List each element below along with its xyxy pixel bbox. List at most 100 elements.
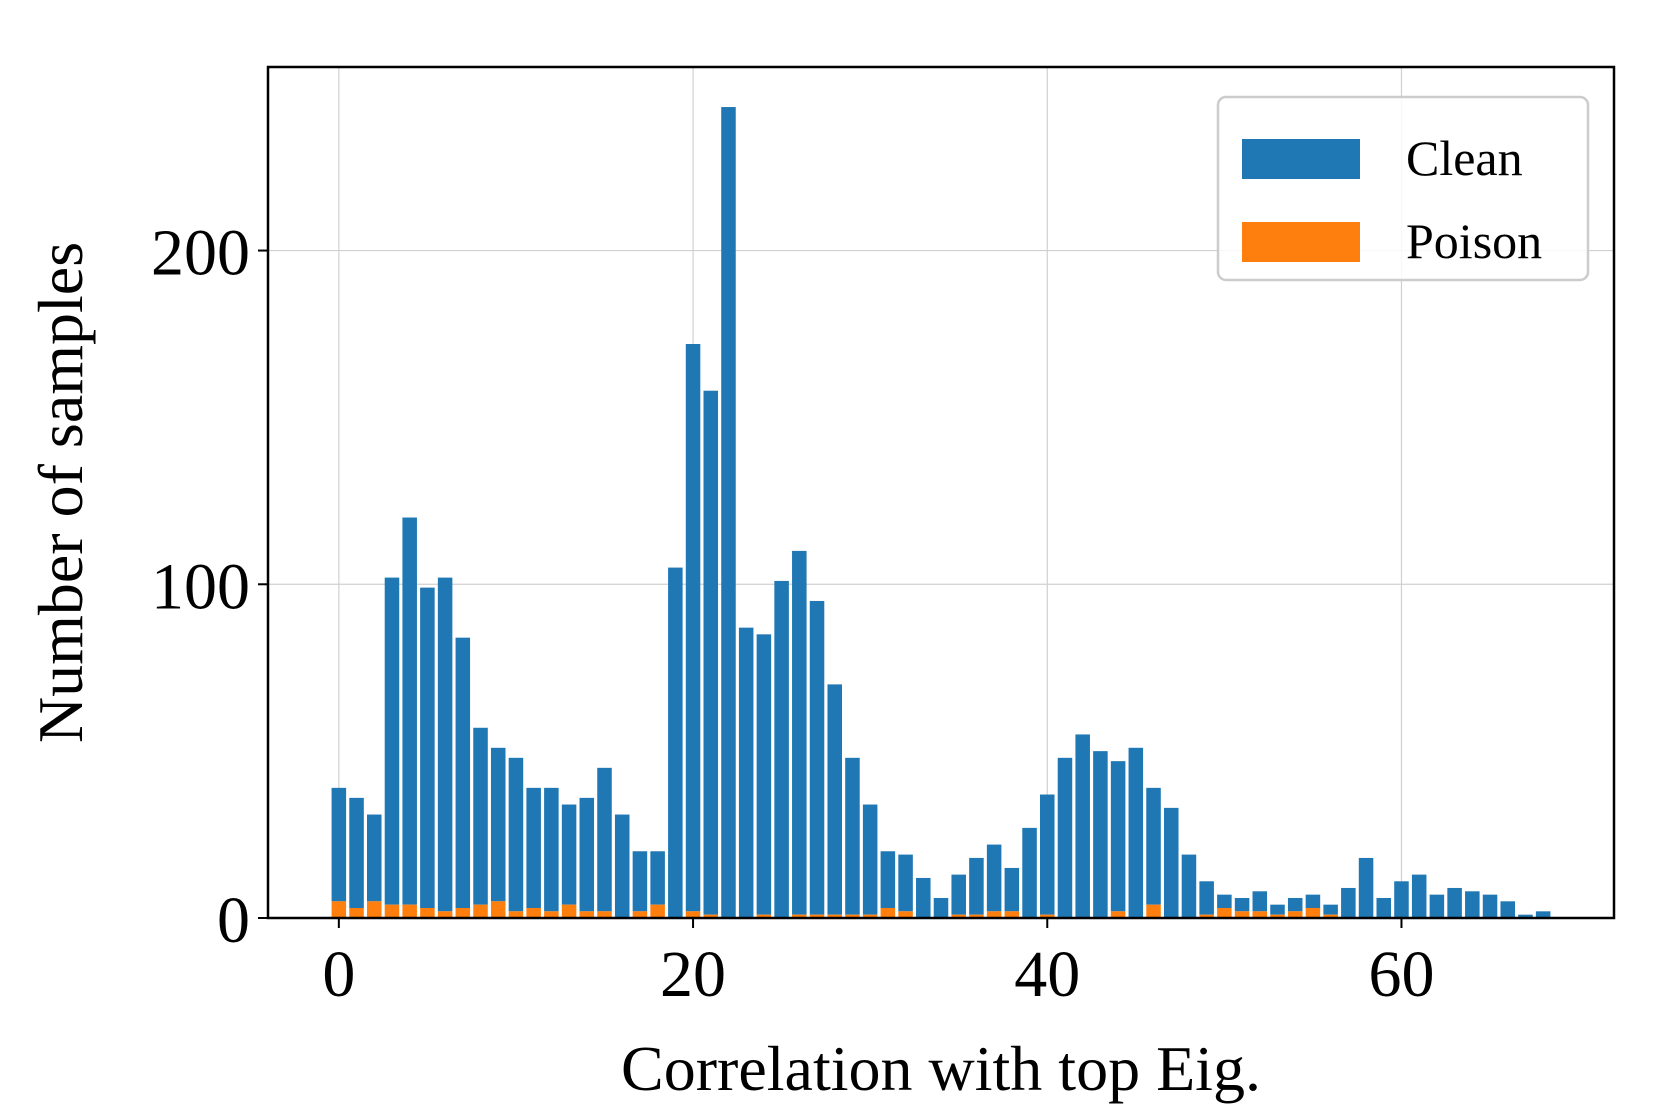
axis-ticks: 0 20 40 60 0 100 200 [151, 217, 1434, 1011]
bar-poison [1270, 914, 1285, 918]
bar-poison [969, 914, 984, 918]
bar-clean [1093, 751, 1108, 918]
bar-clean [1163, 807, 1179, 918]
bar-poison [1110, 911, 1126, 918]
bar-clean [809, 600, 825, 915]
bar-clean [756, 634, 772, 915]
bar-poison [597, 911, 612, 918]
bar-clean [1500, 901, 1515, 918]
bar-poison [331, 901, 347, 918]
bar-clean [1341, 887, 1356, 918]
bar-clean [1075, 734, 1090, 918]
bar-clean [1305, 894, 1321, 908]
bar-clean [916, 877, 931, 918]
bar-clean [384, 577, 400, 905]
bar-clean [1110, 761, 1126, 912]
bar-poison [1217, 907, 1232, 918]
bar-poison [898, 911, 913, 918]
bar-clean [526, 787, 541, 908]
bar-poison [632, 911, 648, 918]
bar-clean [792, 550, 807, 915]
bar-clean [1482, 894, 1498, 918]
y-tick-label: 0 [217, 884, 250, 957]
bars-group [331, 107, 1551, 918]
bar-clean [1518, 914, 1533, 918]
bar-poison [1040, 914, 1055, 918]
bar-clean [986, 844, 1002, 912]
bar-clean [1217, 894, 1232, 908]
bar-poison [384, 904, 400, 918]
bar-clean [845, 757, 860, 915]
bar-clean [1411, 874, 1427, 918]
bar-poison [1305, 907, 1321, 918]
y-tick-label: 200 [151, 217, 250, 290]
bar-clean [579, 797, 595, 912]
bar-clean [1128, 747, 1144, 918]
legend-label-poison: Poison [1406, 213, 1542, 269]
bar-poison [420, 907, 435, 918]
bar-poison [1234, 911, 1250, 918]
bar-clean [862, 804, 878, 915]
bar-clean [668, 567, 683, 918]
bar-poison [756, 914, 772, 918]
bar-clean [1358, 857, 1374, 918]
x-tick-label: 20 [660, 938, 726, 1011]
bar-clean [685, 343, 701, 912]
bar-clean [490, 747, 506, 902]
legend: Clean Poison [1216, 95, 1590, 282]
bar-clean [1535, 911, 1551, 918]
bar-poison [367, 901, 382, 918]
bar-clean [420, 587, 435, 908]
bar-poison [1287, 911, 1303, 918]
bar-clean [1004, 867, 1020, 912]
x-tick-label: 0 [322, 938, 355, 1011]
bar-clean [933, 897, 949, 918]
bar-clean [349, 797, 364, 908]
bar-clean [1040, 794, 1055, 915]
bar-clean [898, 854, 913, 912]
bar-clean [1394, 881, 1409, 918]
bar-poison [402, 904, 417, 918]
bar-poison [845, 914, 860, 918]
bar-poison [685, 911, 701, 918]
bar-poison [579, 911, 595, 918]
bar-poison [1004, 911, 1020, 918]
x-axis-title: Correlation with top Eig. [621, 1033, 1261, 1104]
bar-poison [951, 914, 966, 918]
bar-clean [650, 851, 665, 905]
bar-clean [1287, 897, 1303, 912]
bar-clean [1199, 881, 1214, 915]
bar-clean [1057, 757, 1073, 918]
bar-clean [1022, 827, 1037, 918]
plot-frame [266, 65, 1616, 920]
bar-clean [455, 637, 471, 908]
bar-poison [809, 914, 825, 918]
bar-clean [331, 787, 347, 902]
legend-swatch-clean [1242, 139, 1360, 179]
bar-poison [437, 911, 453, 918]
bar-clean [614, 814, 630, 918]
bar-clean [703, 390, 719, 915]
bar-poison [490, 901, 506, 918]
bar-clean [473, 727, 488, 905]
bar-clean [1270, 904, 1285, 915]
bar-clean [880, 851, 896, 908]
bar-poison [1199, 914, 1214, 918]
bar-poison [1323, 914, 1338, 918]
bar-clean [632, 851, 648, 912]
bar-clean [1323, 904, 1338, 915]
bar-clean [402, 517, 417, 905]
y-tick-label: 100 [151, 550, 250, 623]
bar-clean [1234, 897, 1250, 912]
bar-poison [544, 911, 559, 918]
bar-clean [951, 874, 966, 915]
bar-clean [597, 767, 612, 912]
bar-clean [437, 577, 453, 912]
bar-poison [862, 914, 878, 918]
bar-poison [455, 907, 471, 918]
bar-poison [526, 907, 541, 918]
bar-clean [1146, 787, 1161, 905]
x-tick-label: 40 [1014, 938, 1080, 1011]
bar-clean [544, 787, 559, 912]
